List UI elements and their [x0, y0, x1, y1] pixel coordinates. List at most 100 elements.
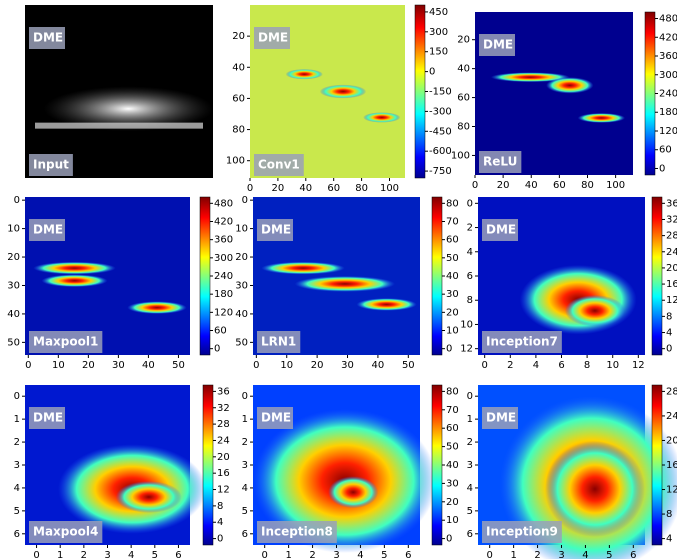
colorbar-label: 12	[217, 485, 230, 496]
activation	[546, 77, 593, 93]
colorbar-label: 12	[666, 295, 677, 306]
y-tick-label: 4	[14, 483, 20, 494]
x-tick-label: 60	[553, 180, 566, 191]
colorbar-label: 36	[666, 198, 677, 209]
tag-label: DME	[486, 223, 516, 237]
y-tick-label: 5	[14, 506, 20, 517]
x-tick-label: 2	[81, 550, 87, 559]
colorbar-label: 4	[666, 328, 672, 339]
colorbar-label: 60	[659, 145, 672, 156]
colorbar-label: 60	[446, 423, 459, 434]
y-tick-label: 0	[242, 391, 248, 402]
x-tick-label: 0	[25, 360, 31, 371]
activation	[328, 476, 378, 508]
colorbar	[203, 385, 213, 545]
colorbar-label: 240	[214, 271, 233, 282]
colorbar-label: 420	[214, 216, 233, 227]
y-tick-label: 6	[14, 529, 20, 540]
x-tick-label: 20	[497, 180, 510, 191]
colorbar-label: 300	[429, 27, 448, 38]
y-tick-label: 20	[457, 35, 470, 46]
colorbar-label: 16	[666, 460, 677, 471]
x-tick-label: 4	[128, 550, 134, 559]
layer-label: ReLU	[483, 155, 517, 169]
colorbar-label: 360	[659, 51, 677, 62]
x-tick-label: 10	[280, 360, 293, 371]
y-tick-label: 80	[232, 125, 245, 136]
x-tick-label: 12	[632, 360, 645, 371]
y-tick-label: 0	[242, 195, 248, 206]
colorbar-label: 80	[446, 198, 459, 209]
y-tick-label: 0	[467, 391, 473, 402]
activation	[357, 298, 417, 311]
x-tick-label: 6	[630, 550, 636, 559]
x-tick-label: 100	[606, 180, 625, 191]
y-tick-label: 2	[14, 437, 20, 448]
colorbar-label: 120	[214, 307, 233, 318]
x-tick-label: 50	[402, 360, 415, 371]
colorbar	[432, 197, 442, 355]
activation	[578, 113, 625, 123]
colorbar-label: 36	[217, 386, 230, 397]
colorbar	[415, 5, 425, 178]
activation	[320, 85, 367, 99]
x-tick-label: 40	[372, 360, 385, 371]
colorbar-label: 0	[429, 67, 435, 78]
x-tick-label: 30	[341, 360, 354, 371]
colorbar-label: 4	[217, 517, 223, 528]
colorbar-label: 0	[666, 344, 672, 355]
x-tick-label: 4	[357, 550, 363, 559]
tag-label: DME	[33, 31, 63, 45]
colorbar-label: 20	[446, 307, 459, 318]
colorbar-label: -450	[429, 126, 452, 137]
y-tick-label: 80	[457, 122, 470, 133]
y-tick-label: 50	[7, 337, 20, 348]
tag-label: DME	[261, 411, 291, 425]
x-tick-label: 0	[33, 550, 39, 559]
colorbar	[200, 197, 210, 355]
x-tick-label: 20	[272, 183, 285, 194]
colorbar-label: 120	[659, 126, 677, 137]
y-tick-label: 5	[467, 506, 473, 517]
x-tick-label: 8	[584, 360, 590, 371]
y-tick-label: 30	[7, 280, 20, 291]
x-tick-label: 1	[510, 550, 516, 559]
colorbar-label: 180	[214, 289, 233, 300]
colorbar-label: 0	[217, 534, 223, 545]
x-tick-label: 3	[558, 550, 564, 559]
x-tick-label: 0	[487, 550, 493, 559]
colorbar-label: 24	[217, 435, 230, 446]
colorbar-label: 12	[666, 485, 677, 496]
colorbar-label: 150	[429, 47, 448, 58]
colorbar-label: 32	[666, 214, 677, 225]
y-tick-label: 1	[14, 414, 20, 425]
activation	[127, 301, 186, 314]
colorbar-label: 300	[659, 70, 677, 81]
y-tick-label: 40	[232, 62, 245, 73]
x-tick-label: 5	[606, 550, 612, 559]
colorbar-label: -300	[429, 106, 452, 117]
colorbar-label: 28	[666, 386, 677, 397]
x-tick-label: 3	[333, 550, 339, 559]
x-tick-label: 6	[175, 550, 181, 559]
x-tick-label: 2	[507, 360, 513, 371]
colorbar-label: 0	[446, 534, 452, 545]
colorbar-label: 360	[214, 235, 233, 246]
y-tick-label: 3	[14, 460, 20, 471]
y-tick-label: 100	[226, 156, 245, 167]
colorbar-label: 20	[446, 497, 459, 508]
x-tick-label: 0	[472, 180, 478, 191]
x-tick-label: 1	[57, 550, 63, 559]
colorbar-label: 30	[446, 478, 459, 489]
x-tick-label: 4	[533, 360, 539, 371]
y-tick-label: 10	[235, 224, 248, 235]
x-tick-label: 0	[253, 360, 259, 371]
y-tick-label: 0	[467, 198, 473, 209]
y-tick-label: 3	[467, 460, 473, 471]
x-tick-label: 20	[82, 360, 95, 371]
tag-label: DME	[483, 38, 513, 52]
colorbar-label: 420	[659, 32, 677, 43]
y-tick-label: 20	[235, 252, 248, 263]
layer-label: Inception7	[486, 335, 558, 349]
colorbar-label: 0	[659, 163, 665, 174]
